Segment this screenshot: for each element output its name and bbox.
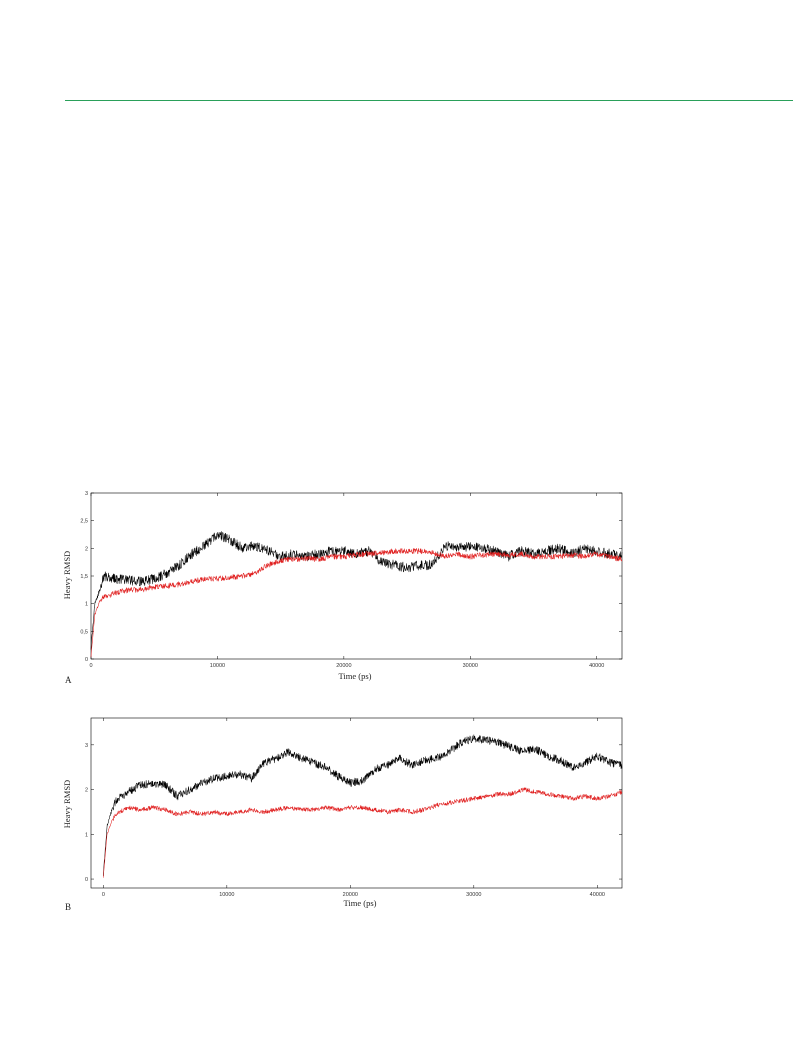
chart-a-ylabel: Heavy RMSD (62, 550, 72, 600)
chart-a-y-tick-label: 1,5 (80, 574, 88, 580)
chart-a-x-tick-label: 10000 (210, 663, 225, 669)
chart-b-panel-letter: B (65, 902, 72, 912)
header-rule (65, 100, 793, 101)
chart-b-xlabel: Time (ps) (343, 898, 377, 908)
chart-b-series-red (103, 787, 623, 878)
chart-a-xlabel: Time (ps) (338, 671, 372, 681)
chart-a-y-tick-label: 0 (85, 657, 88, 663)
chart-panel-a: 0 10000 20000 30000 40000 0 0,5 1 1,5 2 2,5 3 Heavy… (55, 485, 635, 685)
chart-a-x-tick-label: 20000 (336, 663, 351, 669)
chart-b-ylabel: Heavy RMSD (62, 779, 72, 829)
chart-b-y-tick-label: 0 (85, 877, 88, 883)
chart-b-series-black (103, 734, 623, 876)
chart-b-svg: 0 10000 20000 30000 40000 0 1 2 3 (85, 717, 623, 898)
chart-a-series-black (90, 531, 623, 650)
chart-a-x-tick-label: 30000 (463, 663, 478, 669)
chart-b-y-tick-label: 1 (85, 832, 88, 838)
chart-b-x-tick-label: 30000 (466, 892, 481, 898)
chart-b-x-tick-label: 10000 (219, 892, 234, 898)
chart-a-y-tick-label: 0,5 (80, 629, 88, 635)
chart-a-svg: 0 10000 20000 30000 40000 0 0,5 1 1,5 2 2,5 3 (80, 491, 623, 669)
chart-a-x-tick-label: 0 (89, 663, 92, 669)
chart-a-frame (90, 492, 623, 660)
chart-b-y-tick-label: 3 (85, 743, 88, 749)
chart-a-panel-letter: A (65, 675, 72, 685)
chart-a-y-tick-label: 2,5 (80, 519, 88, 525)
chart-b-frame (90, 717, 623, 889)
chart-a-y-tick-label: 3 (85, 491, 88, 497)
chart-b-x-tick-label: 0 (102, 892, 105, 898)
chart-a-y-tick-label: 1 (85, 602, 88, 608)
chart-a-y-tick-label: 2 (85, 546, 88, 552)
chart-a-x-tick-label: 40000 (589, 663, 604, 669)
chart-b-x-tick-label: 40000 (590, 892, 605, 898)
chart-b-y-tick-label: 2 (85, 788, 88, 794)
chart-panel-b: 0 10000 20000 30000 40000 0 1 2 3 Heavy RMSD Tim… (55, 712, 635, 912)
chart-b-x-tick-label: 20000 (343, 892, 358, 898)
chart-a-series-red (90, 548, 623, 658)
